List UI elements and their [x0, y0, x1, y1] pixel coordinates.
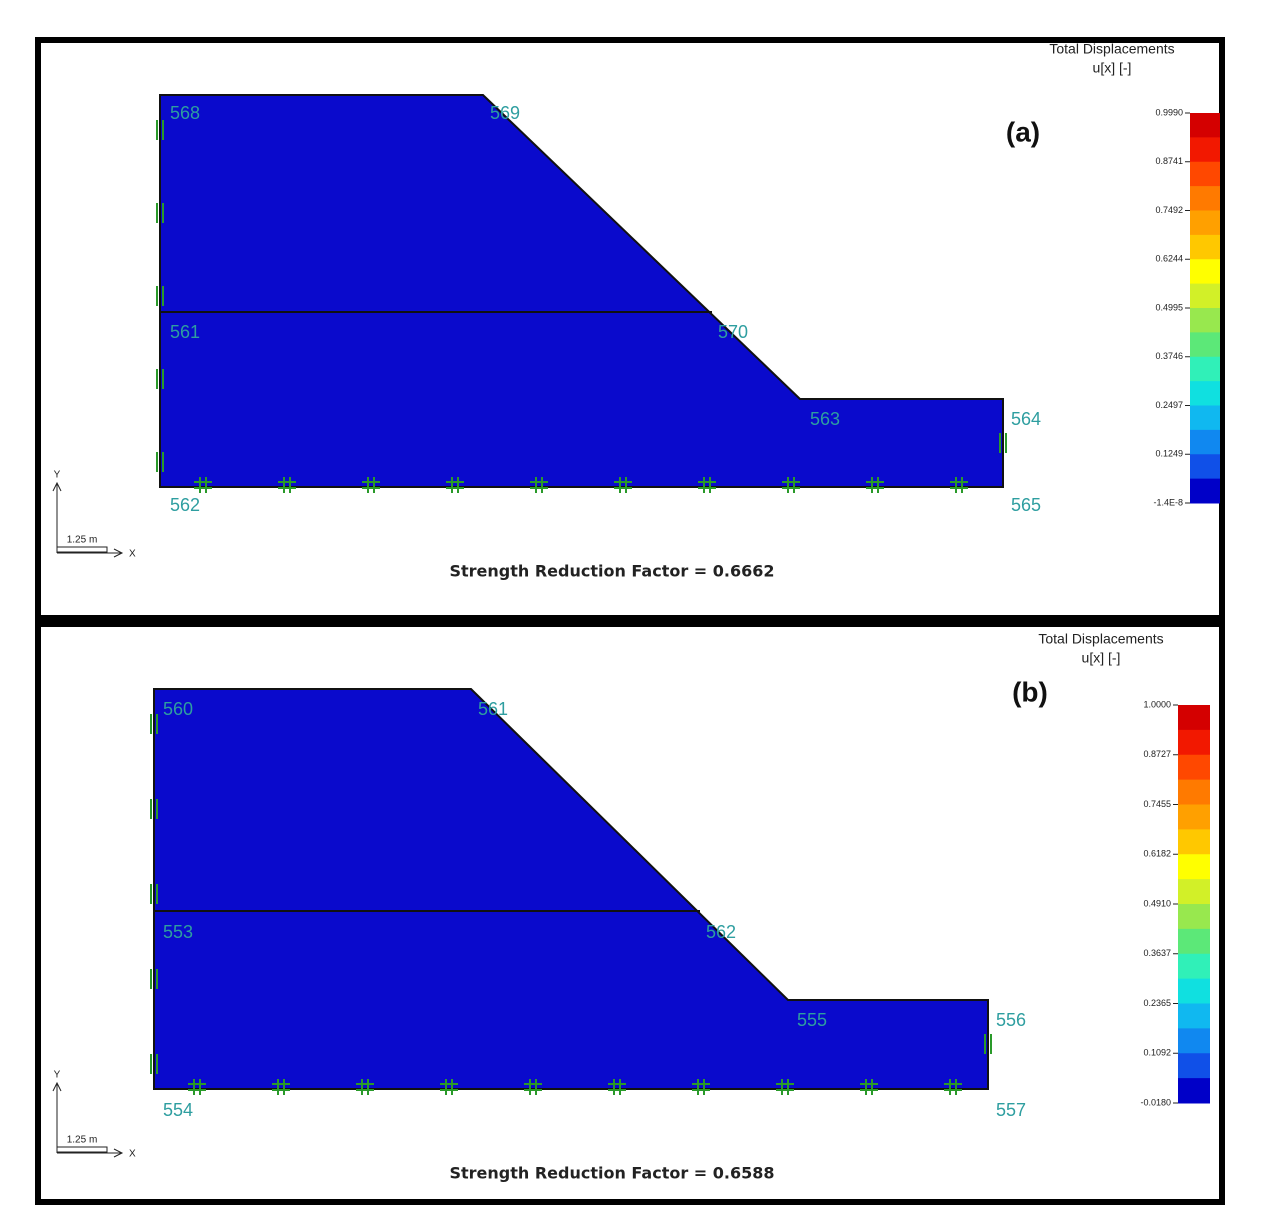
scale-label: 1.25 m [67, 1135, 98, 1146]
colorbar-band [1178, 978, 1210, 1004]
scale-bar [56, 546, 108, 553]
colorbar-band [1190, 454, 1220, 480]
node-label: 554 [163, 1100, 193, 1120]
node-label: 561 [478, 699, 508, 719]
colorbar-band [1178, 1053, 1210, 1079]
panel: 568 569 561 570 563 564 562 565 Total Displaceme… [35, 37, 1225, 621]
node-label: 561 [170, 322, 200, 342]
colorbar-label: 0.3637 [1143, 948, 1171, 958]
colorbar-band [1190, 332, 1220, 358]
axis-label-y: Y [54, 470, 61, 481]
node-label: 560 [163, 699, 193, 719]
colorbar-band [1190, 113, 1220, 138]
colorbar-label: -0.0180 [1140, 1097, 1171, 1107]
colorbar-label: 0.9990 [1155, 107, 1183, 117]
axis-label-y: Y [54, 1070, 61, 1081]
panel-border [35, 37, 1225, 621]
colorbar-label: 0.8727 [1143, 749, 1171, 759]
scale-label: 1.25 m [67, 535, 98, 546]
colorbar-label: 0.1092 [1143, 1048, 1171, 1058]
node-label: 557 [996, 1100, 1026, 1120]
panel-label: (b) [1012, 676, 1048, 707]
colorbar-band [1190, 161, 1220, 187]
colorbar-band [1190, 186, 1220, 211]
axis-label-x: X [129, 549, 136, 560]
node-label: 565 [1011, 495, 1041, 515]
caption: Strength Reduction Factor = 0.6588 [449, 1164, 774, 1183]
colorbar-band [1178, 829, 1210, 855]
node-label: 556 [996, 1010, 1026, 1030]
node-label: 564 [1011, 409, 1041, 429]
colorbar-band [1190, 210, 1220, 236]
legend-unit: u[x] [-] [1082, 650, 1121, 666]
scale-bar [56, 1146, 108, 1153]
soil-body [153, 688, 989, 1090]
colorbar-band [1190, 429, 1220, 455]
colorbar-band [1178, 1078, 1210, 1104]
colorbar-label: 0.6182 [1143, 849, 1171, 859]
colorbar-label: 0.1249 [1155, 449, 1183, 459]
colorbar-band [1190, 234, 1220, 260]
panel-border [35, 621, 1225, 1205]
node-label: 553 [163, 922, 193, 942]
legend-title: Total Displacements [1038, 631, 1163, 647]
panel-label: (a) [1006, 116, 1040, 147]
colorbar-label: 0.4910 [1143, 898, 1171, 908]
axis-arrows [52, 1081, 124, 1158]
caption: Strength Reduction Factor = 0.6662 [449, 562, 774, 581]
axis-arrows [52, 481, 124, 558]
panel: 560 561 553 562 555 556 554 557 Total Displaceme… [35, 621, 1225, 1205]
colorbar-band [1178, 1003, 1210, 1029]
node-label: 555 [797, 1010, 827, 1030]
legend-unit: u[x] [-] [1093, 60, 1132, 76]
colorbar-band [1178, 854, 1210, 880]
colorbar-band [1178, 1028, 1210, 1054]
colorbar-band [1190, 356, 1220, 382]
colorbar-band [1178, 705, 1210, 731]
colorbar-label: 0.8741 [1155, 156, 1183, 166]
colorbar-band [1178, 904, 1210, 930]
colorbar-label: 0.7455 [1143, 799, 1171, 809]
legend-title: Total Displacements [1049, 41, 1174, 57]
colorbar-band [1190, 259, 1220, 285]
colorbar-label: 0.3746 [1155, 351, 1183, 361]
colorbar-label: 1.0000 [1143, 699, 1171, 709]
colorbar-band [1190, 137, 1220, 163]
colorbar-band [1178, 779, 1210, 805]
colorbar-band [1190, 381, 1220, 406]
axis-label-x: X [129, 1149, 136, 1160]
soil-body [159, 94, 1004, 488]
node-label: 569 [490, 103, 520, 123]
node-label: 562 [706, 922, 736, 942]
colorbar-band [1190, 405, 1220, 431]
colorbar-band [1178, 804, 1210, 830]
colorbar-label: 0.2497 [1155, 400, 1183, 410]
colorbar-label: -1.4E-8 [1153, 497, 1183, 507]
colorbar-label: 0.7492 [1155, 205, 1183, 215]
node-label: 563 [810, 409, 840, 429]
colorbar-band [1190, 308, 1220, 333]
colorbar-label: 0.2365 [1143, 998, 1171, 1008]
colorbar-band [1190, 478, 1220, 504]
colorbar-band [1178, 729, 1210, 756]
node-label: 570 [718, 322, 748, 342]
node-label: 562 [170, 495, 200, 515]
colorbar-band [1178, 754, 1210, 781]
node-label: 568 [170, 103, 200, 123]
colorbar-band [1178, 953, 1210, 980]
colorbar-band [1178, 879, 1210, 905]
colorbar-band [1190, 283, 1220, 309]
colorbar-label: 0.4995 [1155, 302, 1183, 312]
colorbar-label: 0.6244 [1155, 254, 1183, 264]
colorbar-band [1178, 928, 1210, 955]
